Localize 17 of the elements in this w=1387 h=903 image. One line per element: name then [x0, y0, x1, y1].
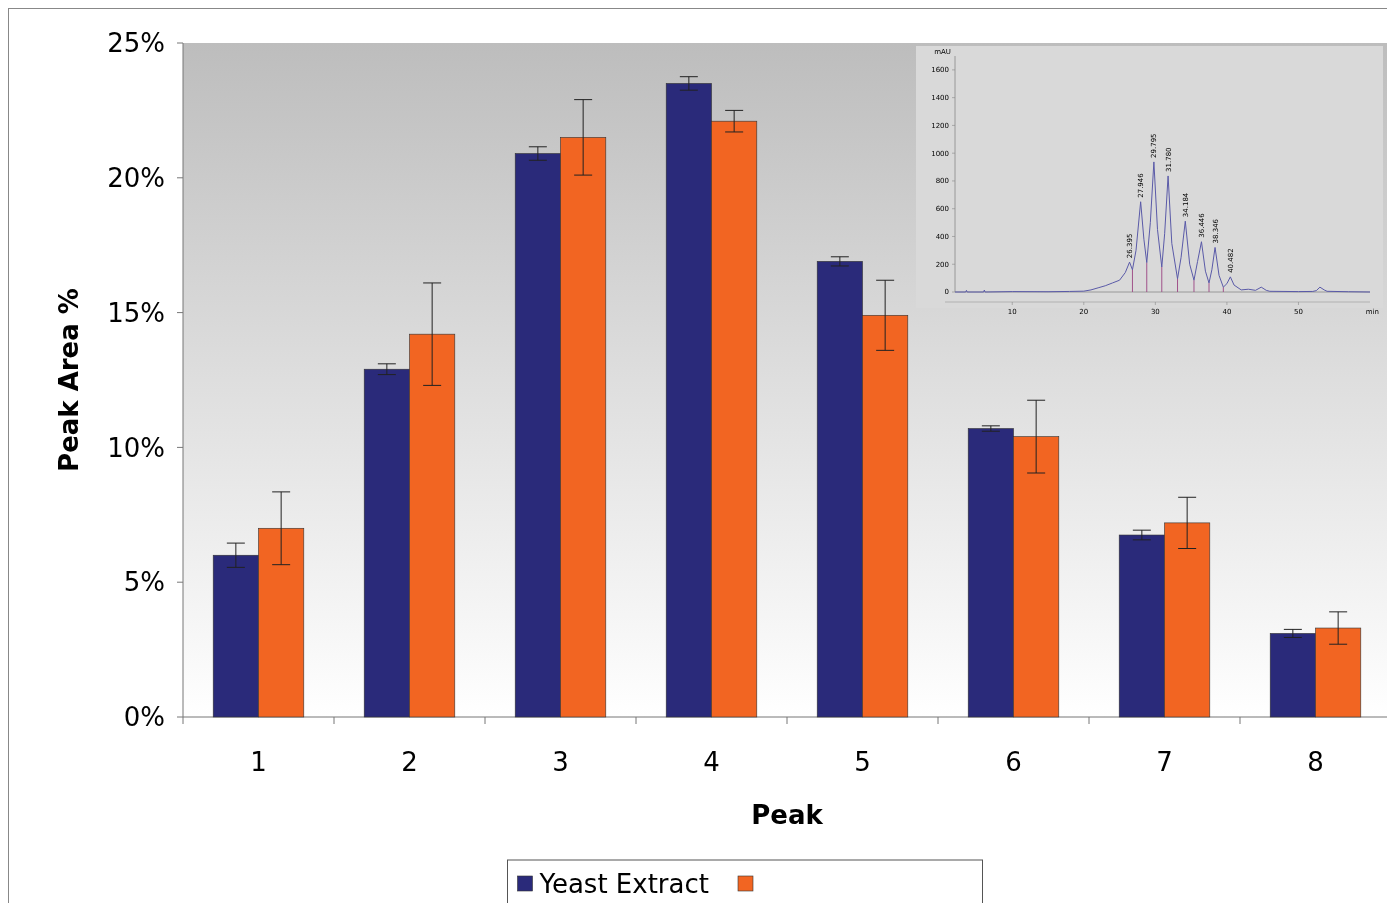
y-tick-label: 15% — [107, 297, 165, 328]
y-tick-label: 20% — [107, 162, 165, 193]
x-axis-title: Peak — [751, 800, 824, 830]
legend-label: Yeast Extract — [538, 869, 709, 900]
x-tick-label: 1 — [250, 747, 267, 777]
x-tick-label: 5 — [854, 747, 871, 777]
y-tick-label: 0% — [123, 702, 165, 733]
y-tick-label: 5% — [123, 567, 165, 598]
x-tick-label: 7 — [1156, 747, 1173, 777]
x-tick-label: 2 — [401, 747, 418, 777]
x-tick-label: 3 — [552, 747, 569, 777]
y-axis-title: Peak Area % — [54, 288, 84, 472]
x-tick-label: 4 — [703, 747, 720, 777]
x-tick-label: 6 — [1005, 747, 1022, 777]
y-tick-label: 25% — [107, 28, 165, 59]
x-tick-label: 8 — [1307, 747, 1324, 777]
y-tick-label: 10% — [107, 432, 165, 463]
